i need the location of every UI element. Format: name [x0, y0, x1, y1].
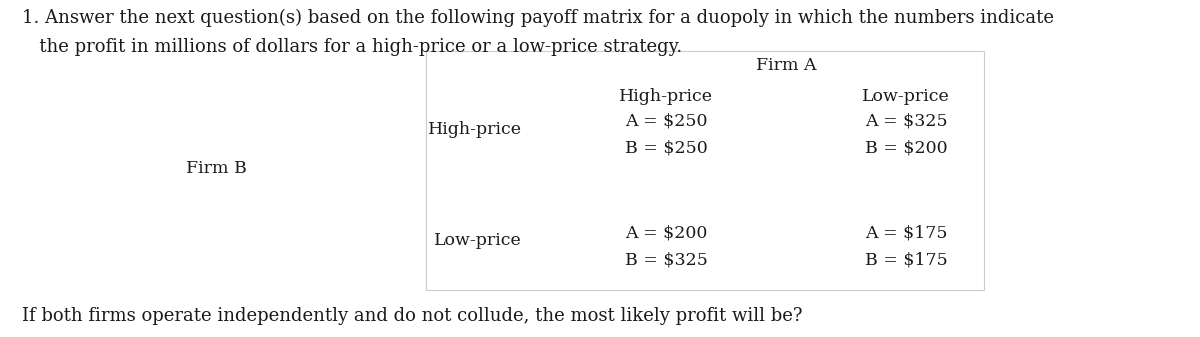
Text: Firm A: Firm A — [756, 57, 816, 74]
Text: B = $200: B = $200 — [865, 140, 947, 157]
Text: High-price: High-price — [428, 121, 522, 138]
Text: 1. Answer the next question(s) based on the following payoff matrix for a duopol: 1. Answer the next question(s) based on … — [22, 8, 1054, 27]
Text: the profit in millions of dollars for a high-price or a low-price strategy.: the profit in millions of dollars for a … — [22, 38, 682, 56]
Text: B = $175: B = $175 — [865, 251, 947, 268]
Text: Low-price: Low-price — [434, 233, 522, 249]
Text: A = $175: A = $175 — [865, 224, 947, 241]
Text: A = $200: A = $200 — [625, 224, 707, 241]
Text: B = $250: B = $250 — [625, 140, 707, 157]
Text: Firm B: Firm B — [186, 160, 247, 177]
Text: A = $250: A = $250 — [625, 113, 707, 130]
Text: If both firms operate independently and do not collude, the most likely profit w: If both firms operate independently and … — [22, 307, 802, 325]
Text: A = $325: A = $325 — [865, 113, 947, 130]
Text: Low-price: Low-price — [862, 88, 950, 104]
Text: B = $325: B = $325 — [624, 251, 708, 268]
Text: High-price: High-price — [619, 88, 713, 104]
